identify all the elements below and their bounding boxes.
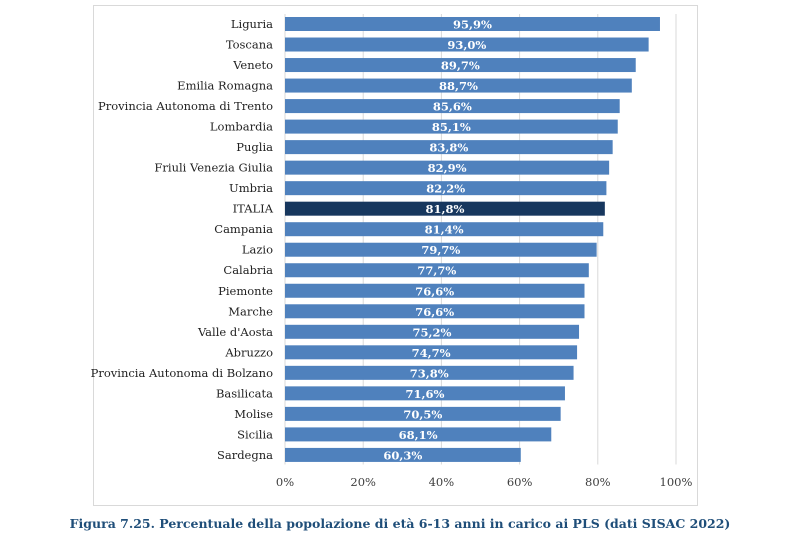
category-label: Basilicata (216, 386, 273, 400)
category-label: Provincia Autonoma di Bolzano (91, 366, 273, 380)
data-label: 71,6% (406, 387, 445, 401)
data-label: 68,1% (399, 428, 438, 442)
bar (285, 181, 607, 196)
x-tick-label: 60% (507, 475, 533, 489)
bar (285, 99, 620, 114)
bar (285, 140, 613, 155)
category-label: Friuli Venezia Giulia (154, 161, 273, 175)
category-label: Molise (234, 407, 273, 421)
data-label: 95,9% (453, 18, 492, 32)
category-label: Veneto (232, 58, 273, 72)
data-label: 76,6% (415, 284, 454, 298)
bar (285, 37, 649, 52)
bar (285, 119, 618, 134)
category-label: Umbria (229, 181, 273, 195)
bar (285, 242, 597, 257)
bar (285, 365, 574, 380)
bar (285, 283, 585, 298)
category-label: Marche (228, 304, 273, 318)
x-tick-label: 40% (429, 475, 455, 489)
bar (285, 78, 632, 93)
data-label: 82,9% (428, 161, 467, 175)
bar (285, 222, 604, 237)
category-label: Lombardia (210, 120, 273, 134)
category-label: Puglia (236, 140, 273, 154)
data-label: 60,3% (383, 448, 422, 462)
data-label: 75,2% (413, 325, 452, 339)
bar (285, 17, 660, 31)
category-label: Liguria (231, 17, 273, 31)
data-label: 77,7% (417, 264, 456, 278)
category-label: Toscana (226, 38, 273, 52)
bar (285, 406, 561, 421)
data-label: 83,8% (429, 141, 468, 155)
x-tick-label: 100% (660, 475, 693, 489)
category-label: Emilia Romagna (177, 79, 273, 93)
x-tick-label: 20% (350, 475, 376, 489)
data-label: 76,6% (415, 305, 454, 319)
data-label: 70,5% (403, 407, 442, 421)
bar (285, 304, 585, 319)
chart-frame (93, 5, 698, 506)
data-label: 88,7% (439, 79, 478, 93)
category-label: Sicilia (237, 427, 273, 441)
category-label: Abruzzo (224, 345, 273, 359)
bar (285, 386, 565, 401)
data-label: 79,7% (421, 243, 460, 257)
category-label: Valle d'Aosta (197, 325, 273, 339)
bar (285, 58, 636, 73)
figure-caption: Figura 7.25. Percentuale della popolazio… (69, 516, 731, 531)
category-label: ITALIA (233, 202, 274, 216)
category-label: Calabria (223, 263, 273, 277)
bar (285, 345, 578, 360)
data-label: 73,8% (410, 366, 449, 380)
data-label: 85,1% (432, 120, 471, 134)
bar (285, 324, 580, 339)
bar (285, 427, 552, 442)
data-label: 85,6% (433, 100, 472, 114)
data-label: 81,4% (425, 223, 464, 237)
category-label: Piemonte (218, 284, 273, 298)
data-label: 81,8% (425, 202, 464, 216)
category-label: Lazio (242, 243, 273, 257)
data-label: 89,7% (441, 59, 480, 73)
category-label: Provincia Autonoma di Trento (98, 99, 273, 113)
category-label: Sardegna (217, 448, 273, 462)
category-label: Campania (214, 222, 273, 236)
data-label: 74,7% (412, 346, 451, 360)
bar (285, 201, 605, 216)
x-tick-label: 0% (276, 475, 294, 489)
bar (285, 263, 589, 278)
bar (285, 160, 610, 175)
bar (285, 447, 521, 462)
data-label: 93,0% (447, 38, 486, 52)
data-label: 82,2% (426, 182, 465, 196)
x-tick-label: 80% (585, 475, 611, 489)
